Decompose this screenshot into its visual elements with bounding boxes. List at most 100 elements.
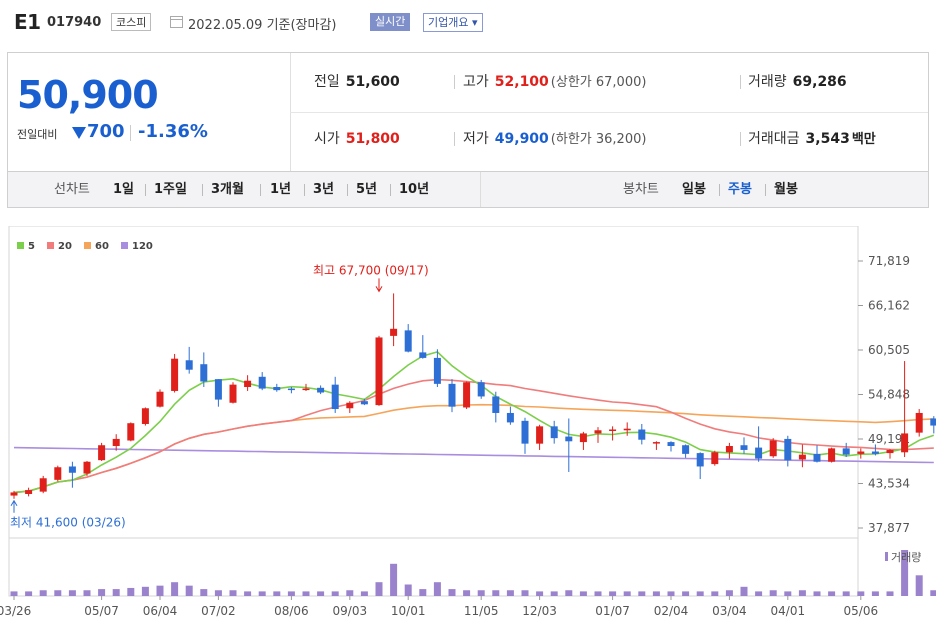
x-tick-label: 06/04 [143,604,178,618]
candle-body [433,357,441,384]
volume-bar [769,590,777,596]
current-price: 50,900 [17,73,159,117]
volume-bar [244,591,252,596]
volume-stat: 거래량 69,286 [748,72,847,92]
period-3year[interactable]: 3년 [313,182,335,197]
open-label: 시가 [314,131,340,147]
high-annotation: 최고 67,700 (09/17) [313,263,429,277]
candle-body [550,426,558,439]
candle-body [331,384,339,410]
divider [740,75,741,89]
x-tick-label: 03/04 [712,604,747,618]
weekly-candle-chart[interactable]: 5 20 60 120 71,819 66,162 60,505 54,848 49,191 43… [0,226,936,627]
candle-body [10,492,18,496]
divider [390,184,391,196]
x-tick-label: 05/07 [84,604,119,618]
line-chart-label: 선차트 [54,182,90,197]
candle-body [813,453,821,462]
volume-bar [930,590,936,596]
candle-body [54,467,62,480]
candle-body [886,449,894,454]
ma20-legend-label: 20 [58,241,72,252]
volume-bar [521,590,529,596]
candle-body [68,466,76,473]
realtime-button[interactable]: 실시간 [370,13,411,31]
volume-bar [667,591,675,596]
volume-bar [433,582,441,596]
volume-bar [83,590,91,596]
volume-bar [901,550,909,596]
candle-body [302,388,310,391]
period-5year[interactable]: 5년 [356,182,378,197]
volume-bar [258,591,266,596]
divider [765,184,766,196]
candle-body [784,438,792,461]
candle-weekly[interactable]: 주봉 [728,182,752,197]
volume-bar [740,586,748,596]
candle-body [448,383,456,407]
period-1week[interactable]: 1주일 [154,182,187,197]
volume-label: 거래량 [748,74,787,90]
candle-daily[interactable]: 일봉 [682,182,706,197]
y-tick-label: 66,162 [868,299,910,313]
volume-bar [725,590,733,596]
period-10year[interactable]: 10년 [399,182,430,197]
volume-bar [171,582,179,596]
compare-label: 전일대비 [17,128,58,141]
low-price: 저가 49,900 (하한가 36,200) [463,129,646,149]
low-label: 저가 [463,131,489,147]
volume-bar [536,591,544,596]
candle-body [171,358,179,391]
y-tick-label: 49,191 [868,432,910,446]
candle-body [696,453,704,467]
volume-bar [127,587,135,596]
low-arrow-head [10,499,18,506]
volume-bar [68,590,76,596]
volume-bar [156,585,164,596]
down-triangle-icon [72,127,86,139]
y-tick-label: 54,848 [868,388,910,402]
candle-body [463,382,471,408]
divider [347,184,348,196]
candle-body [579,433,587,443]
candle-body [901,433,909,453]
divider [454,75,455,89]
price-change-percent: -1.36% [138,121,208,142]
y-tick-label: 71,819 [868,254,910,268]
volume-bar [141,586,149,596]
company-overview-dropdown[interactable]: 기업개요 ▾ [423,13,483,32]
volume-bar [813,591,821,596]
period-1year[interactable]: 1년 [270,182,292,197]
price-panel-frame [8,226,859,539]
x-tick-label: 11/05 [464,604,499,618]
candle-body [390,328,398,336]
ma120-legend-swatch [121,242,128,249]
volume-bar [185,585,193,596]
base-date: 2022.05.09 기준(장마감) [188,18,337,33]
x-tick-label: 04/01 [771,604,806,618]
divider [719,184,720,196]
candle-monthly[interactable]: 월봉 [774,182,798,197]
candle-body [725,446,733,453]
candle-body [828,448,836,462]
candle-body [127,423,135,441]
low-value: 49,900 [494,131,549,147]
ma60-legend-swatch [84,242,91,249]
x-tick-label: 01/07 [595,604,630,618]
volume-bar [609,591,617,596]
candle-body [287,388,295,391]
period-1day[interactable]: 1일 [113,182,135,197]
volume-bar [287,591,295,596]
candle-body [419,352,427,358]
divider [480,172,481,207]
candle-body [229,384,237,403]
candle-body [244,380,252,388]
volume-bar [828,591,836,596]
divider [290,112,928,113]
x-tick-label: 07/02 [201,604,236,618]
divider [145,184,146,196]
upper-limit: (상한가 67,000) [550,75,647,90]
volume-bar [798,590,806,596]
period-3month[interactable]: 3개월 [211,182,244,197]
volume-bar [273,591,281,596]
